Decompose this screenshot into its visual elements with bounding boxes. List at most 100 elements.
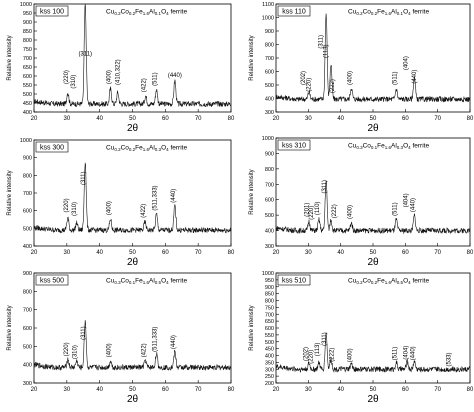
xrd-trace	[275, 332, 471, 373]
y-tick-label: 300	[265, 367, 274, 373]
y-tick-label: 850	[265, 292, 274, 298]
peak-label: (440)	[410, 346, 416, 360]
peak-label: (404)	[403, 346, 409, 360]
x-tick-label: 50	[129, 250, 136, 256]
x-axis-label: 2θ	[367, 257, 379, 268]
x-tick-label: 40	[337, 387, 344, 393]
y-tick-label: 1000	[20, 138, 32, 144]
x-tick-label: 40	[96, 250, 103, 256]
y-tick-label: 400	[265, 354, 274, 360]
x-tick-label: 80	[228, 250, 235, 256]
x-tick-label: 30	[305, 387, 312, 393]
x-axis-label: 2θ	[367, 394, 379, 405]
peak-label: (511)	[152, 72, 158, 86]
peak-label: (440)	[171, 335, 177, 349]
composition-caption: Cu0.3Co0.1Fe1.6Al0.5O4 ferrite	[106, 278, 187, 286]
y-tick-label: 900	[265, 29, 274, 35]
peak-label: (110)	[315, 202, 321, 216]
y-tick-label: 800	[23, 38, 32, 44]
xrd-trace	[275, 13, 471, 103]
x-tick-label: 40	[337, 250, 344, 256]
composition-caption: Cu0.3Co0.1Fe1.6Al0.3O4 ferrite	[348, 143, 429, 151]
x-tick-label: 60	[402, 116, 409, 122]
x-tick-label: 70	[434, 116, 441, 122]
x-tick-label: 70	[195, 387, 202, 393]
y-tick-label: 600	[23, 209, 32, 215]
y-tick-label: 700	[265, 312, 274, 318]
y-tick-label: 700	[265, 182, 274, 188]
plot-frame	[275, 272, 471, 384]
y-axis-label: Relative intensity	[249, 305, 255, 350]
y-tick-label: 750	[265, 305, 274, 311]
peak-label: (222)	[330, 348, 336, 362]
x-tick-label: 30	[305, 250, 312, 256]
peak-label: (533)	[447, 352, 453, 366]
y-tick-label: 300	[23, 381, 32, 387]
y-tick-label: 850	[23, 29, 32, 35]
y-tick-label: 900	[23, 20, 32, 26]
xrd-trace	[275, 180, 471, 235]
y-tick-label: 950	[23, 11, 32, 17]
y-tick-label: 750	[23, 47, 32, 53]
xrd-panel-4: 20 30 40 50 60 70 80 300 400 500 600 700 800 900 1000 2…	[249, 136, 474, 268]
peak-label: (440)	[412, 70, 418, 84]
y-tick-label: 250	[265, 374, 274, 380]
y-axis-label: Relative intensity	[7, 35, 13, 80]
peak-label: (311)	[78, 51, 92, 57]
x-tick-label: 40	[96, 387, 103, 393]
peak-label: (220)	[309, 350, 315, 364]
peak-label: (440)	[171, 189, 177, 203]
x-tick-label: 70	[434, 250, 441, 256]
y-tick-label: 450	[23, 101, 32, 107]
y-tick-label: 400	[23, 363, 32, 369]
y-tick-label: 900	[23, 156, 32, 162]
x-tick-label: 20	[31, 250, 38, 256]
y-tick-label: 800	[23, 289, 32, 295]
peak-label: (440)	[410, 198, 416, 212]
composition-caption: Cu0.2Co0.2Fe1.6Al0.5O4 ferrite	[348, 278, 429, 286]
sample-label-box	[35, 5, 69, 17]
y-tick-label: 900	[23, 271, 32, 277]
peak-label: (311)	[81, 171, 87, 185]
y-tick-label: 700	[23, 308, 32, 314]
peak-label: (311)	[81, 326, 87, 340]
sample-label-box	[35, 141, 69, 153]
sample-label: kss 500	[40, 278, 64, 285]
y-tick-label: 300	[265, 110, 274, 116]
peak-label: (222)	[332, 204, 338, 218]
peak-label: (422)	[141, 343, 147, 357]
composition-caption: Cu0.2Co0.2Fe1.6Al0.1O4 ferrite	[106, 9, 187, 17]
x-tick-label: 80	[228, 116, 235, 122]
y-tick-label: 1000	[262, 136, 274, 142]
x-tick-label: 20	[273, 116, 280, 122]
peak-label: (311)	[322, 332, 328, 346]
peak-label: (201)	[304, 203, 310, 217]
x-tick-label: 30	[305, 116, 312, 122]
y-tick-label: 450	[265, 347, 274, 353]
peak-label: (511)	[392, 202, 398, 216]
y-tick-label: 500	[265, 83, 274, 89]
x-tick-label: 50	[129, 116, 136, 122]
peak-label: (311)	[322, 180, 328, 194]
sample-label: kss 510	[282, 278, 306, 285]
x-tick-label: 20	[273, 387, 280, 393]
sample-label-box	[277, 274, 311, 286]
peak-label: (410,322)	[115, 59, 121, 85]
peak-label: (511,333)	[152, 185, 158, 210]
x-tick-label: 50	[129, 387, 136, 393]
y-tick-label: 700	[23, 191, 32, 197]
x-tick-label: 80	[467, 250, 474, 256]
peak-label: (511,333)	[152, 327, 158, 352]
y-tick-label: 800	[265, 299, 274, 305]
peak-label: (202)	[304, 347, 310, 361]
y-tick-label: 500	[23, 92, 32, 98]
y-tick-label: 1100	[262, 2, 274, 8]
x-tick-label: 60	[402, 250, 409, 256]
y-tick-label: 650	[23, 65, 32, 71]
xrd-trace	[33, 320, 232, 372]
x-tick-label: 40	[337, 116, 344, 122]
x-tick-label: 20	[31, 387, 38, 393]
peak-label: (310)	[73, 345, 79, 359]
peak-label: (113)	[324, 44, 330, 58]
x-tick-label: 80	[228, 387, 235, 393]
